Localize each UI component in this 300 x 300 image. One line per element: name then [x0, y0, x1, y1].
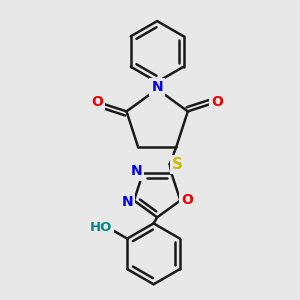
Text: S: S [172, 157, 183, 172]
Text: O: O [182, 194, 194, 208]
Text: O: O [212, 95, 224, 109]
Text: N: N [151, 80, 163, 94]
Text: HO: HO [89, 221, 112, 234]
Text: N: N [130, 164, 142, 178]
Text: O: O [91, 95, 103, 109]
Text: N: N [122, 195, 134, 209]
